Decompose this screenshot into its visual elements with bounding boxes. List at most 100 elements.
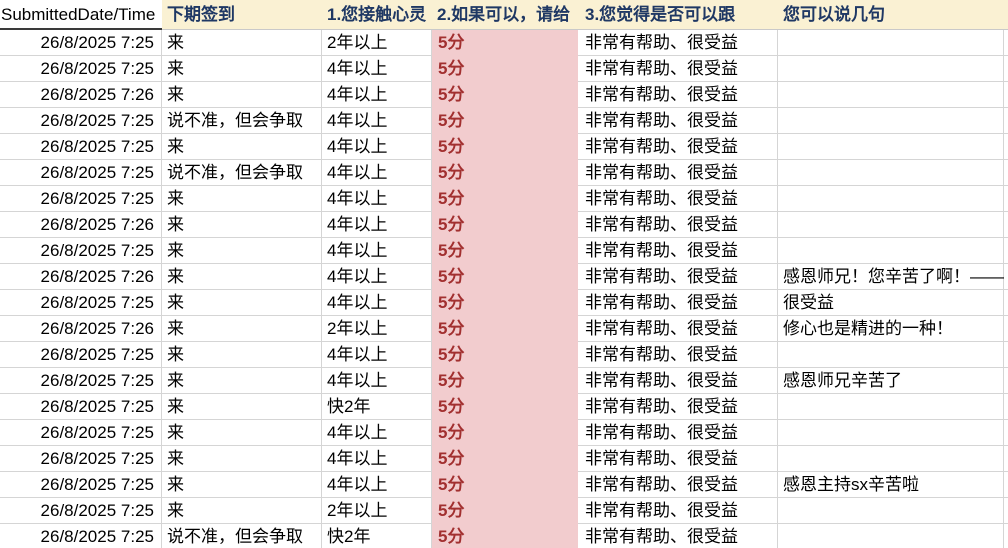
cell-comment[interactable] (778, 446, 1004, 472)
cell-next-session[interactable]: 来 (162, 446, 322, 472)
cell-score[interactable]: 5分 (432, 342, 578, 368)
cell-submitted-date[interactable]: 26/8/2025 7:25 (0, 108, 162, 134)
cell-score[interactable]: 5分 (432, 498, 578, 524)
cell-submitted-date[interactable]: 26/8/2025 7:25 (0, 30, 162, 56)
cell-next-session[interactable]: 来 (162, 134, 322, 160)
cell-score[interactable]: 5分 (432, 316, 578, 342)
cell-next-session[interactable]: 来 (162, 420, 322, 446)
cell-score[interactable]: 5分 (432, 524, 578, 548)
cell-comment[interactable] (778, 524, 1004, 548)
cell-comment[interactable] (778, 212, 1004, 238)
cell-comment[interactable] (778, 238, 1004, 264)
cell-helpful[interactable]: 非常有帮助、很受益 (578, 30, 778, 56)
cell-submitted-date[interactable]: 26/8/2025 7:25 (0, 446, 162, 472)
cell-score[interactable]: 5分 (432, 108, 578, 134)
cell-comment[interactable] (778, 134, 1004, 160)
cell-next-session[interactable]: 来 (162, 82, 322, 108)
cell-helpful[interactable]: 非常有帮助、很受益 (578, 238, 778, 264)
cell-score[interactable]: 5分 (432, 82, 578, 108)
column-header-comment[interactable]: 您可以说几句 (778, 0, 1004, 30)
cell-next-session[interactable]: 说不准，但会争取 (162, 524, 322, 548)
cell-next-session[interactable]: 来 (162, 368, 322, 394)
cell-submitted-date[interactable]: 26/8/2025 7:25 (0, 160, 162, 186)
cell-score[interactable]: 5分 (432, 264, 578, 290)
cell-score[interactable]: 5分 (432, 186, 578, 212)
cell-duration[interactable]: 4年以上 (322, 134, 432, 160)
column-header-helpful[interactable]: 3.您觉得是否可以跟 (578, 0, 778, 30)
cell-next-session[interactable]: 来 (162, 290, 322, 316)
cell-helpful[interactable]: 非常有帮助、很受益 (578, 108, 778, 134)
cell-duration[interactable]: 4年以上 (322, 342, 432, 368)
cell-score[interactable]: 5分 (432, 446, 578, 472)
cell-next-session[interactable]: 来 (162, 342, 322, 368)
cell-helpful[interactable]: 非常有帮助、很受益 (578, 56, 778, 82)
cell-helpful[interactable]: 非常有帮助、很受益 (578, 316, 778, 342)
cell-next-session[interactable]: 来 (162, 186, 322, 212)
cell-duration[interactable]: 4年以上 (322, 420, 432, 446)
cell-comment[interactable]: 感恩主持sx辛苦啦 (778, 472, 1004, 498)
cell-submitted-date[interactable]: 26/8/2025 7:25 (0, 524, 162, 548)
cell-duration[interactable]: 快2年 (322, 394, 432, 420)
cell-helpful[interactable]: 非常有帮助、很受益 (578, 160, 778, 186)
cell-comment[interactable]: 很受益 (778, 290, 1004, 316)
cell-submitted-date[interactable]: 26/8/2025 7:25 (0, 56, 162, 82)
cell-score[interactable]: 5分 (432, 160, 578, 186)
cell-helpful[interactable]: 非常有帮助、很受益 (578, 498, 778, 524)
cell-comment[interactable]: 感恩师兄！您辛苦了啊！—— (778, 264, 1004, 290)
cell-duration[interactable]: 4年以上 (322, 290, 432, 316)
cell-next-session[interactable]: 来 (162, 394, 322, 420)
cell-score[interactable]: 5分 (432, 368, 578, 394)
cell-score[interactable]: 5分 (432, 212, 578, 238)
cell-score[interactable]: 5分 (432, 394, 578, 420)
cell-helpful[interactable]: 非常有帮助、很受益 (578, 472, 778, 498)
column-header-next-session[interactable]: 下期签到 (162, 0, 322, 30)
cell-submitted-date[interactable]: 26/8/2025 7:26 (0, 264, 162, 290)
cell-score[interactable]: 5分 (432, 420, 578, 446)
cell-comment[interactable]: 感恩师兄辛苦了 (778, 368, 1004, 394)
cell-helpful[interactable]: 非常有帮助、很受益 (578, 264, 778, 290)
cell-comment[interactable] (778, 186, 1004, 212)
cell-comment[interactable] (778, 394, 1004, 420)
cell-duration[interactable]: 4年以上 (322, 56, 432, 82)
cell-helpful[interactable]: 非常有帮助、很受益 (578, 212, 778, 238)
cell-score[interactable]: 5分 (432, 238, 578, 264)
cell-next-session[interactable]: 来 (162, 30, 322, 56)
cell-comment[interactable] (778, 30, 1004, 56)
cell-helpful[interactable]: 非常有帮助、很受益 (578, 186, 778, 212)
cell-duration[interactable]: 2年以上 (322, 498, 432, 524)
cell-score[interactable]: 5分 (432, 30, 578, 56)
column-header-score[interactable]: 2.如果可以，请给 (432, 0, 578, 30)
cell-duration[interactable]: 4年以上 (322, 446, 432, 472)
cell-comment[interactable] (778, 56, 1004, 82)
cell-helpful[interactable]: 非常有帮助、很受益 (578, 134, 778, 160)
cell-helpful[interactable]: 非常有帮助、很受益 (578, 524, 778, 548)
cell-duration[interactable]: 4年以上 (322, 238, 432, 264)
cell-submitted-date[interactable]: 26/8/2025 7:25 (0, 420, 162, 446)
cell-duration[interactable]: 4年以上 (322, 368, 432, 394)
cell-comment[interactable]: 修心也是精进的一种！ (778, 316, 1004, 342)
cell-next-session[interactable]: 来 (162, 212, 322, 238)
cell-submitted-date[interactable]: 26/8/2025 7:26 (0, 316, 162, 342)
cell-comment[interactable] (778, 160, 1004, 186)
cell-score[interactable]: 5分 (432, 134, 578, 160)
cell-helpful[interactable]: 非常有帮助、很受益 (578, 342, 778, 368)
cell-duration[interactable]: 快2年 (322, 524, 432, 548)
cell-duration[interactable]: 4年以上 (322, 472, 432, 498)
column-header-duration[interactable]: 1.您接触心灵 (322, 0, 432, 30)
cell-duration[interactable]: 2年以上 (322, 30, 432, 56)
cell-submitted-date[interactable]: 26/8/2025 7:25 (0, 186, 162, 212)
cell-next-session[interactable]: 来 (162, 498, 322, 524)
cell-helpful[interactable]: 非常有帮助、很受益 (578, 420, 778, 446)
cell-next-session[interactable]: 说不准，但会争取 (162, 108, 322, 134)
cell-duration[interactable]: 4年以上 (322, 160, 432, 186)
cell-submitted-date[interactable]: 26/8/2025 7:25 (0, 394, 162, 420)
cell-submitted-date[interactable]: 26/8/2025 7:25 (0, 290, 162, 316)
cell-helpful[interactable]: 非常有帮助、很受益 (578, 290, 778, 316)
cell-submitted-date[interactable]: 26/8/2025 7:25 (0, 134, 162, 160)
cell-helpful[interactable]: 非常有帮助、很受益 (578, 82, 778, 108)
cell-comment[interactable] (778, 108, 1004, 134)
cell-duration[interactable]: 4年以上 (322, 82, 432, 108)
cell-helpful[interactable]: 非常有帮助、很受益 (578, 394, 778, 420)
cell-helpful[interactable]: 非常有帮助、很受益 (578, 446, 778, 472)
cell-next-session[interactable]: 来 (162, 56, 322, 82)
